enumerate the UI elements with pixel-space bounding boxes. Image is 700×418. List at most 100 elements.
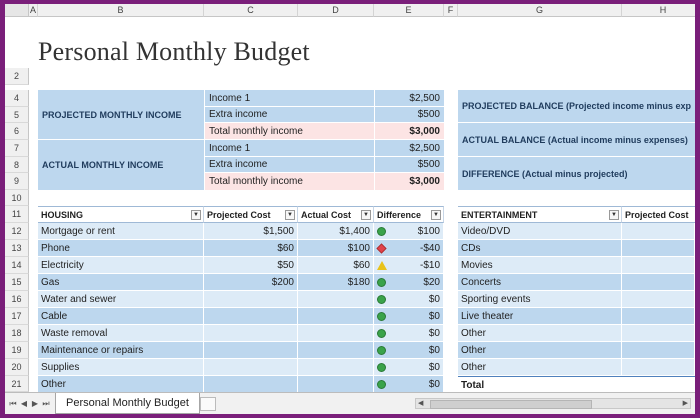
select-all-corner[interactable] <box>5 4 29 17</box>
entertainment-projected-cell[interactable] <box>622 223 695 239</box>
filter-dropdown-icon[interactable]: ▼ <box>285 210 295 220</box>
last-sheet-icon[interactable]: ⏭ <box>42 399 50 408</box>
entertainment-item-cell[interactable]: Movies <box>458 257 622 273</box>
sheet-tab-active[interactable]: Personal Monthly Budget <box>55 393 200 414</box>
column-header[interactable]: C <box>204 4 298 17</box>
housing-actual-cell[interactable]: $60 <box>298 257 374 273</box>
entertainment-projected-cell[interactable] <box>622 377 695 392</box>
entertainment-item-cell[interactable]: Other <box>458 359 622 375</box>
entertainment-projected-cell[interactable] <box>622 325 695 341</box>
first-sheet-icon[interactable]: ⏮ <box>9 399 17 408</box>
entertainment-projected-cell[interactable] <box>622 240 695 256</box>
column-header[interactable]: A <box>29 4 38 17</box>
housing-actual-cell[interactable] <box>298 359 374 375</box>
housing-projected-cell[interactable]: $60 <box>204 240 298 256</box>
row-header[interactable]: 18 <box>5 325 29 342</box>
housing-actual-cell[interactable] <box>298 291 374 307</box>
housing-actual-cell[interactable]: $100 <box>298 240 374 256</box>
housing-projected-cell[interactable] <box>204 325 298 341</box>
entertainment-header: ENTERTAINMENT ▼ <box>458 206 622 223</box>
entertainment-item-cell[interactable]: Other <box>458 342 622 358</box>
entertainment-projected-cell[interactable] <box>622 308 695 324</box>
entertainment-item-cell[interactable]: Sporting events <box>458 291 622 307</box>
entertainment-item-cell[interactable]: Other <box>458 325 622 341</box>
row-header[interactable]: 2 <box>5 68 29 85</box>
entertainment-item-cell[interactable]: Concerts <box>458 274 622 290</box>
housing-item-cell[interactable]: Mortgage or rent <box>38 223 204 239</box>
housing-projected-cell[interactable]: $200 <box>204 274 298 290</box>
row-header[interactable]: 21 <box>5 376 29 392</box>
row-header[interactable]: 17 <box>5 308 29 325</box>
row-header[interactable]: 11 <box>5 206 29 223</box>
row-header[interactable]: 12 <box>5 223 29 240</box>
housing-item-cell[interactable]: Cable <box>38 308 204 324</box>
entertainment-projected-cell[interactable] <box>622 342 695 358</box>
row-header[interactable]: 19 <box>5 342 29 359</box>
difference-value: $0 <box>428 293 440 305</box>
housing-projected-cell[interactable]: $1,500 <box>204 223 298 239</box>
housing-item-cell[interactable]: Other <box>38 376 204 392</box>
filter-dropdown-icon[interactable]: ▼ <box>431 210 441 220</box>
housing-projected-cell[interactable] <box>204 342 298 358</box>
entertainment-projected-cell[interactable] <box>622 291 695 307</box>
insert-sheet-icon[interactable] <box>200 397 216 411</box>
projected-extra-value[interactable]: $500 <box>374 107 444 123</box>
filter-dropdown-icon[interactable]: ▼ <box>191 210 201 220</box>
row-header[interactable]: 4 <box>5 90 29 107</box>
entertainment-item-cell[interactable]: Total <box>458 377 622 392</box>
row-header[interactable]: 8 <box>5 157 29 173</box>
prev-sheet-icon[interactable]: ◀ <box>20 399 28 408</box>
column-header[interactable]: G <box>458 4 622 17</box>
housing-projected-cell[interactable] <box>204 308 298 324</box>
row-header[interactable]: 7 <box>5 140 29 157</box>
entertainment-item-cell[interactable]: CDs <box>458 240 622 256</box>
housing-item-cell[interactable]: Maintenance or repairs <box>38 342 204 358</box>
horizontal-scrollbar[interactable]: ◀ ▶ <box>415 398 691 409</box>
housing-item-cell[interactable]: Water and sewer <box>38 291 204 307</box>
filter-dropdown-icon[interactable]: ▼ <box>609 210 619 220</box>
entertainment-item-cell[interactable]: Video/DVD <box>458 223 622 239</box>
housing-actual-cell[interactable] <box>298 342 374 358</box>
actual-extra-value[interactable]: $500 <box>374 157 444 173</box>
ent-projected-cost-header-text: Projected Cost <box>625 209 689 220</box>
projected-income1-value[interactable]: $2,500 <box>374 90 444 107</box>
row-header[interactable]: 13 <box>5 240 29 257</box>
housing-projected-cell[interactable] <box>204 376 298 392</box>
housing-actual-cell[interactable]: $180 <box>298 274 374 290</box>
next-sheet-icon[interactable]: ▶ <box>31 399 39 408</box>
housing-item-cell[interactable]: Phone <box>38 240 204 256</box>
row-header[interactable]: 5 <box>5 107 29 123</box>
column-header[interactable]: F <box>444 4 458 17</box>
entertainment-projected-cell[interactable] <box>622 257 695 273</box>
scrollbar-thumb[interactable] <box>430 400 592 409</box>
column-header[interactable]: H <box>622 4 695 17</box>
filter-dropdown-icon[interactable]: ▼ <box>361 210 371 220</box>
row-header[interactable]: 9 <box>5 173 29 190</box>
entertainment-projected-cell[interactable] <box>622 359 695 375</box>
housing-projected-cell[interactable]: $50 <box>204 257 298 273</box>
housing-actual-cell[interactable]: $1,400 <box>298 223 374 239</box>
scroll-right-icon[interactable]: ▶ <box>682 400 688 407</box>
row-header[interactable]: 16 <box>5 291 29 308</box>
actual-income1-value[interactable]: $2,500 <box>374 140 444 157</box>
scroll-left-icon[interactable]: ◀ <box>418 400 424 407</box>
column-header[interactable]: B <box>38 4 204 17</box>
entertainment-item-cell[interactable]: Live theater <box>458 308 622 324</box>
housing-item-cell[interactable]: Electricity <box>38 257 204 273</box>
housing-actual-cell[interactable] <box>298 325 374 341</box>
housing-item-cell[interactable]: Gas <box>38 274 204 290</box>
row-header[interactable]: 20 <box>5 359 29 376</box>
housing-item-cell[interactable]: Waste removal <box>38 325 204 341</box>
row-header[interactable]: 15 <box>5 274 29 291</box>
row-header[interactable]: 10 <box>5 190 29 206</box>
housing-actual-cell[interactable] <box>298 376 374 392</box>
row-header[interactable]: 6 <box>5 123 29 140</box>
column-header[interactable]: E <box>374 4 444 17</box>
column-header[interactable]: D <box>298 4 374 17</box>
housing-actual-cell[interactable] <box>298 308 374 324</box>
row-header[interactable]: 14 <box>5 257 29 274</box>
housing-projected-cell[interactable] <box>204 291 298 307</box>
entertainment-projected-cell[interactable] <box>622 274 695 290</box>
housing-projected-cell[interactable] <box>204 359 298 375</box>
housing-item-cell[interactable]: Supplies <box>38 359 204 375</box>
